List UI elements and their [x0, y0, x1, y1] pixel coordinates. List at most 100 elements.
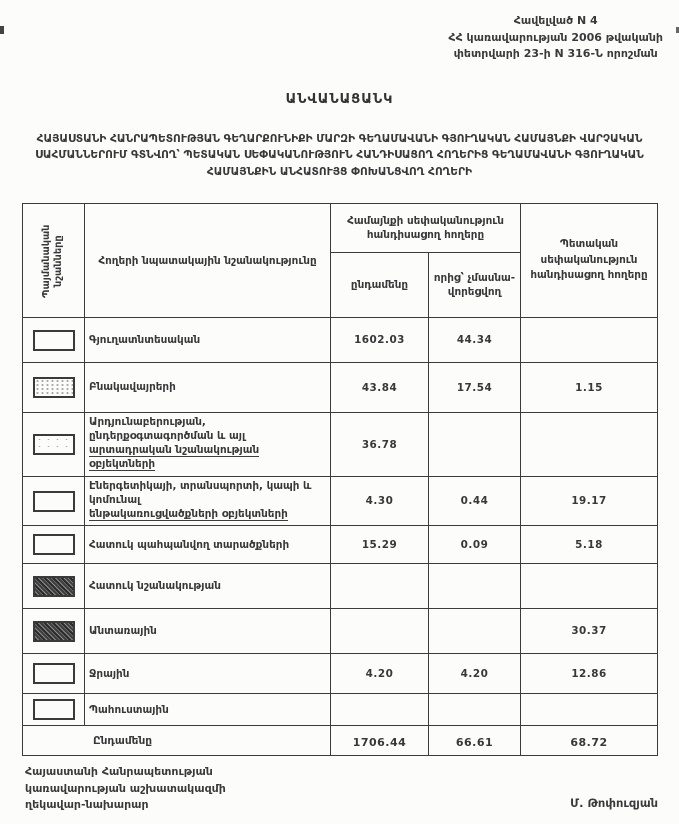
table-row: Անտառային 30.37 — [22, 608, 658, 655]
dark-hatched-rectangle-swatch-icon — [32, 620, 75, 642]
header-symbols: Պայմանական նշանները — [22, 203, 85, 318]
community-total-value: 43.84 — [330, 362, 429, 413]
appendix-reference: Հավելված N 4 ՀՀ կառավարության 2006 թվակա… — [448, 13, 663, 63]
plain-rectangle-swatch-icon — [32, 663, 75, 685]
label-line1: Արդյունաբերության, ընդերքօգտագործման և ա… — [89, 416, 246, 443]
community-total-value: 36.78 — [330, 411, 429, 478]
total-state-value: 68.72 — [520, 725, 658, 757]
non-privatizable-value — [428, 608, 521, 655]
state-lands-value — [520, 563, 658, 610]
label-line1: Գյուղատնտեսական — [89, 333, 201, 346]
land-purpose-label: Ջրային — [84, 653, 331, 695]
plain-rectangle-swatch-icon — [32, 329, 75, 351]
community-total-value: 1602.03 — [330, 317, 429, 363]
non-privatizable-value: 4.20 — [428, 653, 521, 695]
page-title: ԱՆՎԱՆԱՑԱՆԿ — [285, 92, 394, 107]
table-header-row-1: Պայմանական նշանները Հողերի նպատակային նշ… — [22, 203, 658, 318]
state-lands-value — [520, 411, 658, 478]
header-symbols-label: Պայմանական նշանները — [41, 223, 65, 298]
org-line2: կառավարության աշխատակազմի — [25, 781, 226, 795]
symbol-cell — [22, 693, 85, 727]
table-row: Հատուկ պահպանվող տարածքների 15.29 0.09 5… — [22, 525, 658, 565]
state-lands-value: 12.86 — [520, 653, 658, 695]
header-state-lands: Պետական սեփականություն հանդիսացող հողերը — [520, 203, 658, 318]
org-line3: ղեկավար-նախարար — [25, 798, 149, 811]
table-row: Ջրային 4.20 4.20 12.86 — [22, 653, 658, 695]
total-non-privatizable-value: 66.61 — [428, 725, 521, 757]
label-line1: Պահուստային — [89, 703, 169, 716]
symbol-cell — [22, 653, 85, 695]
land-purpose-label: Բնակավայրերի — [84, 362, 331, 413]
appendix-line3: փետրվարի 23-ի N 316-Ն որոշման — [453, 47, 658, 60]
symbol-cell — [22, 411, 85, 478]
community-total-value: 15.29 — [330, 525, 429, 565]
land-purpose-label: Պահուստային — [84, 693, 331, 727]
org-line1: Հայաստանի Հանրապետության — [25, 765, 213, 778]
dotted-rectangle-swatch-icon — [32, 377, 75, 398]
header-total: ընդամենը — [330, 252, 429, 318]
table-row: Պահուստային — [22, 693, 658, 727]
non-privatizable-value — [428, 411, 521, 478]
symbol-cell — [22, 476, 85, 527]
table-row: Արդյունաբերության, ընդերքօգտագործման և ա… — [22, 411, 658, 478]
land-purpose-label: Գյուղատնտեսական — [84, 317, 331, 363]
non-privatizable-value: 17.54 — [428, 362, 521, 413]
label-line2: ենթակառուցվածքների օբյեկտների — [89, 508, 288, 522]
signatory-title-block: Հայաստանի Հանրապետության կառավարության ա… — [25, 764, 226, 814]
community-total-value — [330, 693, 429, 727]
header-purpose: Հողերի նպատակային նշանակությունը — [84, 203, 331, 318]
state-lands-value — [520, 693, 658, 727]
land-purpose-label: Էներգետիկայի, տրանսպորտի, կապի և կոմունա… — [84, 476, 331, 527]
land-purpose-label: Հատուկ նշանակության — [84, 563, 331, 610]
header-non-privatizable: որից՝ չմասնա- վորեցվող — [428, 252, 521, 318]
appendix-line1: Հավելված N 4 — [513, 14, 598, 27]
label-line1: Բնակավայրերի — [89, 381, 176, 394]
table-header-row-2: ընդամենը որից՝ չմասնա- վորեցվող — [23, 252, 658, 318]
symbol-cell — [22, 317, 85, 363]
non-privatizable-value: 0.09 — [428, 525, 521, 565]
state-lands-value: 19.17 — [520, 476, 658, 527]
plain-rectangle-swatch-icon — [32, 699, 75, 721]
land-transfer-table: Պայմանական նշանները Հողերի նպատակային նշ… — [22, 203, 658, 757]
label-line2: արտադրական նշանակության օբյեկտների — [89, 444, 260, 472]
community-total-value — [330, 608, 429, 655]
symbol-cell — [22, 362, 85, 413]
symbol-cell — [22, 525, 85, 565]
state-lands-value: 5.18 — [520, 525, 658, 565]
non-privatizable-value: 0.44 — [428, 476, 521, 527]
label-line1: Անտառային — [89, 625, 157, 638]
appendix-line2: ՀՀ կառավարության 2006 թվականի — [448, 30, 663, 44]
table-row: Բնակավայրերի 43.84 17.54 1.15 — [22, 362, 658, 413]
plain-rectangle-swatch-icon — [32, 490, 75, 512]
non-privatizable-value: 44.34 — [428, 317, 521, 363]
community-total-value: 4.20 — [330, 653, 429, 695]
label-line1: Հատուկ նշանակության — [89, 580, 221, 593]
document-subtitle: ՀԱՅԱՍՏԱՆԻ ՀԱՆՐԱՊԵՏՈՒԹՅԱՆ ԳԵՂԱՐՔՈՒՆԻՔԻ ՄԱ… — [35, 133, 644, 178]
symbol-cell — [22, 608, 85, 655]
table-row: Էներգետիկայի, տրանսպորտի, կապի և կոմունա… — [22, 476, 658, 527]
non-privatizable-value — [428, 693, 521, 727]
label-line1: Ջրային — [89, 667, 130, 680]
total-label: Ընդամենը — [22, 725, 331, 757]
total-community-value: 1706.44 — [330, 725, 429, 757]
faint-rectangle-swatch-icon — [32, 434, 75, 456]
symbol-cell — [22, 563, 85, 610]
state-lands-value: 1.15 — [520, 362, 658, 413]
signature-name: Մ. Թոփուզյան — [570, 796, 658, 810]
dark-hatched-rectangle-swatch-icon — [32, 575, 75, 597]
state-lands-value: 30.37 — [520, 608, 658, 655]
land-purpose-label: Արդյունաբերության, ընդերքօգտագործման և ա… — [84, 411, 331, 478]
table-row: Հատուկ նշանակության — [22, 563, 658, 610]
community-total-value: 4.30 — [330, 476, 429, 527]
state-lands-value — [520, 317, 658, 363]
plain-rectangle-swatch-icon — [32, 534, 75, 556]
community-total-value — [330, 563, 429, 610]
land-purpose-label: Հատուկ պահպանվող տարածքների — [84, 525, 331, 565]
non-privatizable-value — [428, 563, 521, 610]
label-line1: Էներգետիկայի, տրանսպորտի, կապի և կոմունա… — [89, 480, 312, 507]
table-row: Գյուղատնտեսական 1602.03 44.34 — [22, 317, 658, 363]
header-community-group: Համայնքի սեփականություն հանդիսացող հողեր… — [330, 203, 521, 253]
label-line1: Հատուկ պահպանվող տարածքների — [89, 538, 290, 551]
land-purpose-label: Անտառային — [84, 608, 331, 655]
